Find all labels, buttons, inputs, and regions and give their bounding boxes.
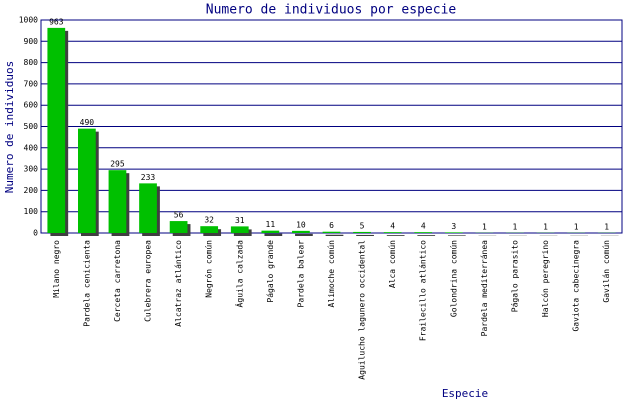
value-label: 295 xyxy=(110,160,125,169)
x-tick-label: Culebrera europea xyxy=(144,240,153,322)
x-tick-label: Milano negro xyxy=(52,240,61,298)
y-tick-label: 600 xyxy=(24,101,39,110)
x-tick-label: Golondrina común xyxy=(449,240,458,317)
bar-shadow xyxy=(417,235,436,236)
bar xyxy=(444,232,463,233)
bar xyxy=(169,221,188,233)
bar-shadow xyxy=(356,234,374,236)
x-tick-label: Pardela cenicienta xyxy=(82,240,91,327)
value-label: 56 xyxy=(174,211,184,220)
value-label: 1 xyxy=(513,222,518,231)
bar-shadow xyxy=(447,235,466,236)
bar xyxy=(78,128,96,233)
value-label: 1 xyxy=(574,222,579,231)
x-tick-label: Frailecillo atlántico xyxy=(419,240,428,341)
value-label: 5 xyxy=(360,221,365,230)
value-label: 6 xyxy=(329,221,334,230)
value-label: 963 xyxy=(49,17,64,26)
x-tick-label: Alca común xyxy=(388,240,397,288)
x-tick-label: Alimoche común xyxy=(327,240,336,308)
y-tick-label: 800 xyxy=(24,58,39,67)
x-tick-label: Halcón peregrino xyxy=(540,240,550,317)
bar-shadow xyxy=(386,235,405,236)
chart-title: Numero de individuos por especie xyxy=(206,3,457,18)
bar xyxy=(261,230,280,233)
y-tick-label: 0 xyxy=(33,229,38,238)
bar xyxy=(139,183,157,233)
bar xyxy=(383,232,402,233)
value-label: 11 xyxy=(266,220,276,229)
x-tick-label: Pardela balear xyxy=(296,240,305,308)
value-label: 10 xyxy=(296,220,306,229)
bar xyxy=(353,231,371,233)
value-label: 233 xyxy=(141,173,156,182)
bar xyxy=(414,232,433,233)
x-tick-label: Alcatraz atlántico xyxy=(174,240,183,327)
bar xyxy=(322,231,341,233)
x-axis-title: Especie xyxy=(442,387,488,400)
bar xyxy=(200,226,219,233)
x-tick-label: Negrón común xyxy=(204,240,214,298)
value-label: 490 xyxy=(80,118,95,127)
bar-shadow xyxy=(264,233,283,236)
y-tick-label: 300 xyxy=(24,165,39,174)
bar xyxy=(108,170,127,233)
bar-shadow xyxy=(325,234,344,236)
y-tick-label: 700 xyxy=(24,79,39,88)
x-tick-label: Gavilán común xyxy=(602,240,611,303)
x-tick-label: Págalo grande xyxy=(266,240,275,303)
y-tick-label: 100 xyxy=(24,207,39,216)
value-label: 1 xyxy=(482,222,487,231)
y-tick-label: 400 xyxy=(24,143,39,152)
bar xyxy=(292,230,310,233)
bar-shadow xyxy=(295,233,313,236)
value-label: 4 xyxy=(390,222,395,231)
x-tick-label: Aguilucho lagunero occidental xyxy=(358,240,367,380)
y-axis-title: Numero de individuos xyxy=(3,61,16,193)
y-tick-label: 200 xyxy=(24,186,39,195)
y-tick-label: 1000 xyxy=(19,16,38,25)
value-label: 1 xyxy=(543,222,548,231)
value-label: 3 xyxy=(451,222,456,231)
x-tick-label: Águila calzada xyxy=(233,240,244,308)
x-tick-label: Gaviota cabecinegra xyxy=(572,240,581,332)
value-label: 1 xyxy=(604,222,609,231)
x-tick-label: Págalo parasito xyxy=(510,240,519,312)
x-tick-label: Cerceta carretona xyxy=(113,240,122,322)
bar xyxy=(47,27,66,234)
bar xyxy=(230,226,249,233)
value-label: 32 xyxy=(204,216,214,225)
y-tick-label: 500 xyxy=(24,122,39,131)
x-tick-label: Pardela mediterránea xyxy=(480,240,489,337)
value-label: 4 xyxy=(421,222,426,231)
y-tick-label: 900 xyxy=(24,37,39,46)
value-label: 31 xyxy=(235,216,245,225)
